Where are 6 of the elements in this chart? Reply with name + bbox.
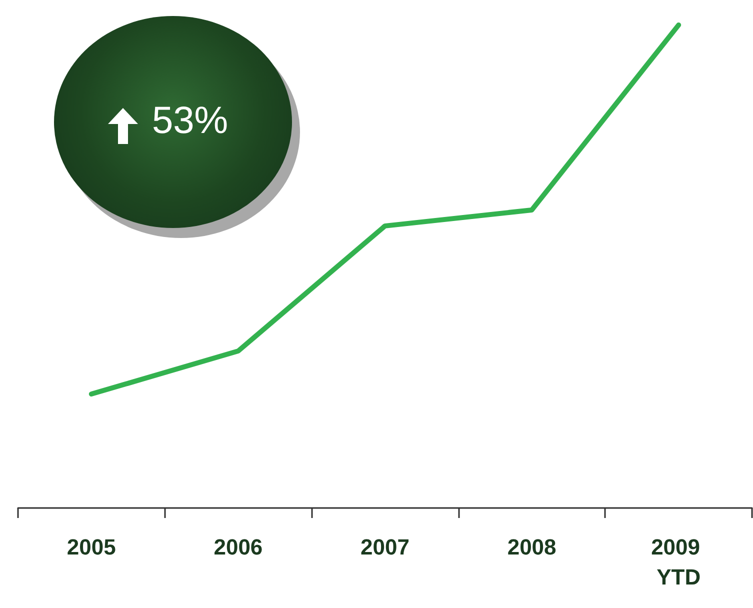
x-tick-label: 2007 bbox=[360, 534, 410, 560]
x-tick-label: 2009 YTD bbox=[651, 534, 706, 590]
x-tick-label: 2006 bbox=[214, 534, 263, 560]
annotation: 53% bbox=[152, 100, 228, 143]
x-tick-label: 2005 bbox=[66, 534, 116, 560]
x-tick-label: 2008 bbox=[507, 534, 556, 560]
